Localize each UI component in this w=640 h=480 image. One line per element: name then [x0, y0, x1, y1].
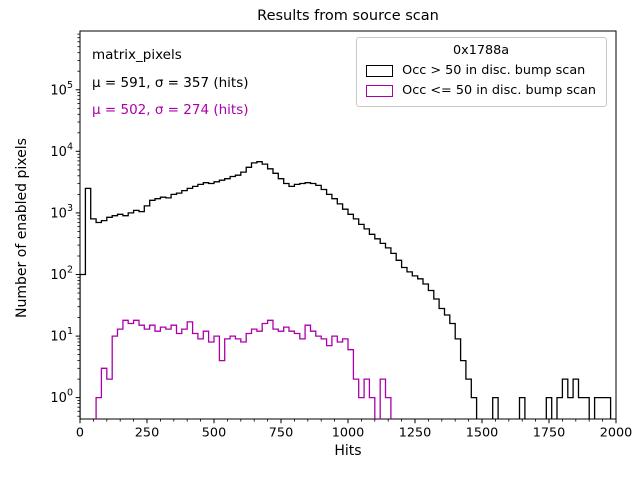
chart-title: Results from source scan [257, 8, 439, 24]
legend-entry: Occ <= 50 in disc. bump scan [366, 83, 596, 98]
legend-label: Occ > 50 in disc. bump scan [402, 63, 586, 78]
annotation-matrix-pixels: matrix_pixels [92, 47, 182, 63]
legend-entry: Occ > 50 in disc. bump scan [366, 63, 596, 78]
y-tick-label: 104 [50, 141, 73, 160]
legend-label: Occ <= 50 in disc. bump scan [402, 83, 596, 98]
annotation-block: matrix_pixels μ = 591, σ = 357 (hits) μ … [92, 42, 249, 125]
x-tick-label: 1500 [466, 426, 499, 441]
axes-frame [79, 30, 617, 420]
annotation-purple-stats: μ = 502, σ = 274 (hits) [92, 102, 249, 119]
x-tick-label: 1750 [533, 426, 566, 441]
annotation-black-stats: μ = 591, σ = 357 (hits) [92, 74, 249, 91]
x-tick-label: 1000 [332, 426, 365, 441]
x-tick-label: 750 [269, 426, 293, 441]
series-occ-le-50-step [95, 319, 392, 419]
legend-swatch-magenta [366, 84, 394, 97]
y-tick-label: 101 [50, 326, 73, 345]
y-tick-label: 102 [50, 265, 73, 284]
legend: 0x1788a Occ > 50 in disc. bump scan Occ … [356, 37, 607, 107]
y-tick-label: 105 [50, 80, 73, 99]
y-tick-label: 103 [50, 203, 73, 222]
legend-swatch-black [366, 64, 394, 77]
legend-title: 0x1788a [453, 43, 510, 58]
x-tick-label: 500 [202, 426, 226, 441]
series-occ-gt-50-step [80, 161, 612, 419]
y-tick-label: 100 [50, 388, 73, 407]
y-axis-label: Number of enabled pixels [14, 138, 30, 318]
x-tick-label: 250 [135, 426, 159, 441]
x-tick-label: 2000 [600, 426, 633, 441]
x-axis-label: Hits [334, 443, 362, 459]
x-tick-label: 0 [76, 426, 84, 441]
x-tick-label: 1250 [399, 426, 432, 441]
